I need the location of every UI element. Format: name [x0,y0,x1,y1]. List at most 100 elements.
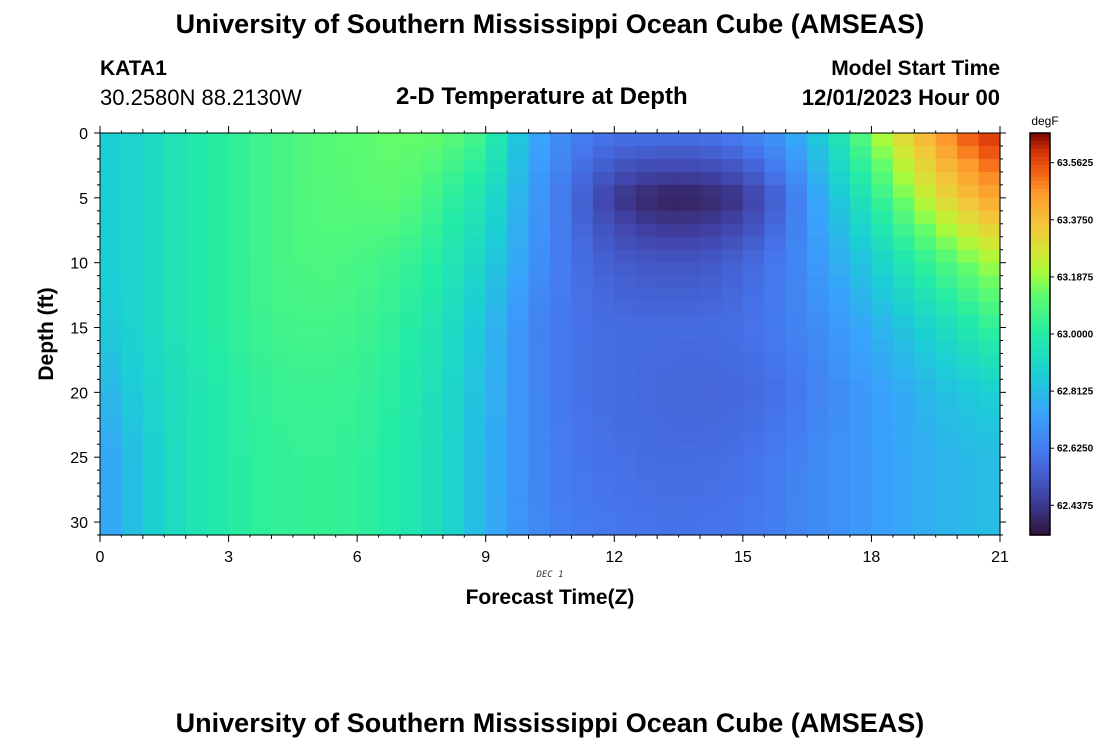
heatmap-cell [828,288,851,303]
heatmap-cell [142,236,165,251]
heatmap-cell [935,483,958,497]
heatmap-cell [914,418,937,432]
heatmap-cell [292,405,315,419]
heatmap-cell [400,314,423,329]
heatmap-cell [592,483,615,497]
heatmap-cell [978,444,1001,458]
heatmap-cell [914,496,937,510]
heatmap-cell [442,133,465,147]
heatmap-cell [378,158,401,173]
colorbar-tick-label: 63.1875 [1057,272,1094,283]
heatmap-cell [592,431,615,445]
heatmap-cell [485,470,508,484]
heatmap-cell [657,262,680,277]
heatmap-cell [185,483,208,497]
heatmap-cell [592,457,615,471]
heatmap-cell [550,327,573,342]
heatmap-cell [228,379,251,393]
heatmap-cell [978,223,1001,238]
heatmap-cell [100,522,123,536]
heatmap-cell [121,197,144,212]
heatmap-cell [635,340,658,355]
heatmap-cell [292,184,315,199]
heatmap-cell [357,275,380,290]
heatmap-cell [592,171,615,186]
heatmap-cell [485,392,508,406]
heatmap-cell [614,327,637,342]
heatmap-cell [378,145,401,160]
heatmap-cell [292,288,315,303]
colorbar-swatch [1030,426,1050,432]
heatmap-cell [164,379,187,393]
heatmap-cell [721,314,744,329]
heatmap-cell [228,249,251,264]
heatmap-cell [228,418,251,432]
heatmap-cell [742,470,765,484]
heatmap-cell [635,314,658,329]
colorbar-swatch [1030,197,1050,202]
heatmap-cell [164,431,187,445]
heatmap-cell [378,418,401,432]
heatmap-cell [421,483,444,497]
heatmap-cell [828,158,851,173]
heatmap-cell [914,379,937,393]
heatmap-cell [871,340,894,355]
heatmap-cell [657,275,680,290]
heatmap-cell [678,301,701,316]
heatmap-cell [678,327,701,342]
heatmap-cell [571,405,594,419]
heatmap-cell [871,327,894,342]
heatmap-cell [871,418,894,432]
heatmap-cell [357,262,380,277]
heatmap-cell [635,158,658,173]
heatmap-cell [250,171,273,186]
heatmap-cell [678,379,701,393]
heatmap-cell [121,522,144,536]
heatmap-cell [207,145,230,160]
colorbar-swatch [1030,410,1050,415]
heatmap-cell [935,249,958,264]
heatmap-cell [314,522,337,536]
heatmap-cell [378,249,401,264]
heatmap-cell [657,431,680,445]
heatmap-cell [185,223,208,238]
heatmap-cell [721,366,744,380]
heatmap-cell [400,457,423,471]
heatmap-cell [100,288,123,303]
heatmap-cell [335,483,358,497]
heatmap-cell [678,288,701,303]
heatmap-cell [335,418,358,432]
heatmap-cell [742,353,765,368]
heatmap-cell [185,275,208,290]
colorbar-swatch [1030,273,1050,279]
heatmap-cell [507,327,530,342]
heatmap-cell [292,236,315,251]
heatmap-cell [292,340,315,355]
heatmap-cell [400,197,423,212]
heatmap-cell [550,522,573,536]
heatmap-cell [807,353,830,368]
x-tick-label: 18 [863,549,881,566]
heatmap-cell [228,275,251,290]
heatmap-cell [871,262,894,277]
heatmap-cell [292,171,315,186]
heatmap-cell [185,457,208,471]
heatmap-cell [442,223,465,238]
heatmap-cell [635,457,658,471]
heatmap-cell [764,223,787,238]
heatmap-cell [464,301,487,316]
heatmap-cell [807,444,830,458]
heatmap-cell [614,133,637,147]
heatmap-cell [892,314,915,329]
heatmap-cell [400,509,423,523]
colorbar-swatch [1030,342,1050,347]
heatmap-cell [142,405,165,419]
heatmap-cell [764,496,787,510]
heatmap-cell [764,431,787,445]
heatmap-cell [978,327,1001,342]
heatmap-cell [400,184,423,199]
heatmap-cell [807,262,830,277]
heatmap-cell [400,301,423,316]
heatmap-cell [935,171,958,186]
heatmap-cell [678,509,701,523]
